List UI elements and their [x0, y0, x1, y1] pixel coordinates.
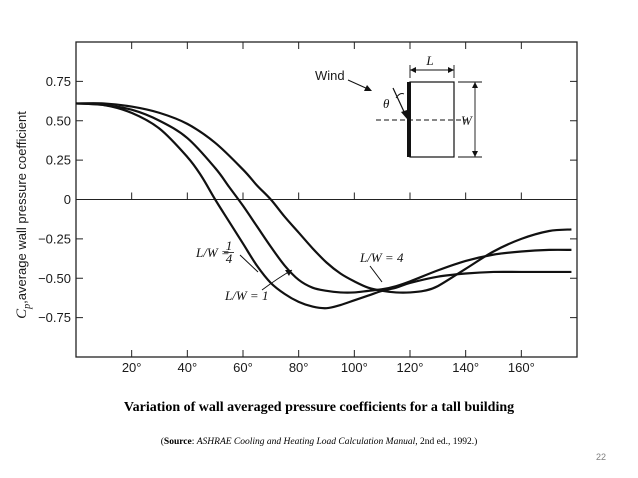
y-tick-label: 0.75 [46, 74, 71, 89]
label-lw-quarter-numerator: 1 [226, 238, 233, 253]
wind-label: Wind [315, 68, 345, 83]
wind-leader-arrowhead [364, 85, 372, 91]
source-details: , 2nd ed., 1992.) [415, 437, 478, 447]
x-tick-label: 100° [341, 360, 368, 375]
L-dimension-arrow-left [410, 67, 416, 73]
x-tick-label: 20° [122, 360, 142, 375]
x-tick-label: 60° [233, 360, 253, 375]
label-lw-quarter: L/W = [195, 245, 230, 260]
label-lw-4-leader [369, 265, 383, 283]
series-line-lw-quarter [75, 102, 572, 310]
y-axis-text: ,average wall pressure coefficient [14, 111, 29, 304]
y-axis-symbol: C [14, 308, 30, 319]
curve-labels: L/W = 14L/W = 1L/W = 4 [195, 238, 404, 303]
figure-caption: Variation of wall averaged pressure coef… [123, 400, 515, 415]
theta-label: θ [383, 96, 390, 111]
y-tick-label: −0.50 [38, 271, 71, 286]
L-dimension-arrow-right [448, 67, 454, 73]
x-tick-label: 80° [289, 360, 309, 375]
y-axis-title: Cp,average wall pressure coefficient [14, 111, 33, 319]
y-tick-label: 0 [64, 192, 71, 207]
x-tick-label: 160° [508, 360, 535, 375]
label-lw-1: L/W = 1 [224, 288, 268, 303]
theta-arc [395, 93, 405, 99]
page-number: 22 [595, 452, 606, 462]
y-axis-subscript: p [22, 304, 33, 310]
wind-direction-arrowhead [401, 110, 407, 119]
series-line-lw-1 [75, 102, 572, 294]
source-label: Source [163, 437, 192, 447]
y-tick-label: −0.75 [38, 310, 71, 325]
x-tick-label: 120° [397, 360, 424, 375]
y-tick-label: 0.25 [46, 153, 71, 168]
source-open: ( [160, 437, 164, 447]
wind-leader [347, 79, 369, 90]
label-lw-quarter-denominator: 4 [226, 251, 233, 266]
label-lw-1-arrowhead [285, 270, 292, 276]
label-lw-4: L/W = 4 [359, 250, 404, 265]
axis-ticks: 20° 40° 60° 80° 100° 120° 140° 160° 0.75 0.50 0.25… [38, 42, 577, 375]
y-tick-label: −0.25 [38, 231, 71, 246]
pressure-coefficient-chart: 20° 40° 60° 80° 100° 120° 140° 160° 0.75 0.50 0.25… [14, 41, 578, 375]
W-label: W [461, 113, 473, 128]
source-separator: : [191, 437, 197, 447]
L-label: L [425, 53, 433, 68]
plot-frame [75, 41, 578, 358]
source-title: ASHRAE Cooling and Heating Load Calculat… [196, 437, 416, 447]
W-dimension-arrow-top [472, 82, 478, 88]
x-tick-label: 40° [177, 360, 197, 375]
building-inset-diagram: L W Wind θ [315, 53, 482, 158]
figure-source: (Source: ASHRAE Cooling and Heating Load… [0, 437, 638, 447]
series-lines [75, 102, 572, 310]
W-dimension-arrow-bottom [472, 151, 478, 157]
y-tick-label: 0.50 [46, 113, 71, 128]
x-tick-label: 140° [452, 360, 479, 375]
series-line-lw-4 [75, 102, 572, 294]
label-lw-quarter-leader [239, 254, 259, 273]
